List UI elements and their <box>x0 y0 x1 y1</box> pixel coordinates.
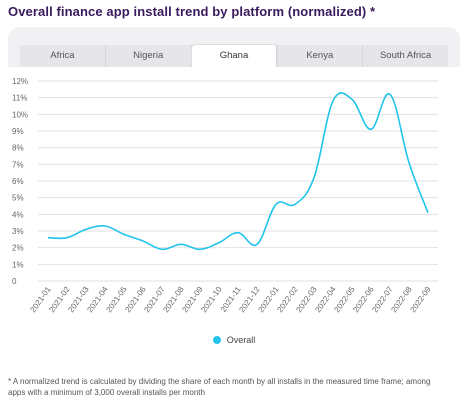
chart-legend: Overall <box>8 335 460 345</box>
y-tick-label: 5% <box>12 194 24 203</box>
page-title: Overall finance app install trend by pla… <box>8 4 376 19</box>
legend-label-overall[interactable]: Overall <box>226 335 256 345</box>
tab-ghana[interactable]: Ghana <box>191 45 278 67</box>
data-point <box>123 233 125 235</box>
data-point <box>161 248 163 250</box>
y-tick-label: 4% <box>12 210 24 219</box>
tab-nigeria[interactable]: Nigeria <box>106 45 192 67</box>
data-point <box>256 243 258 245</box>
y-tick-label: 11% <box>12 94 27 103</box>
data-point <box>294 203 296 205</box>
tab-south-africa[interactable]: South Africa <box>379 50 432 61</box>
data-point <box>142 240 144 242</box>
data-point <box>332 100 334 102</box>
footnote: * A normalized trend is calculated by di… <box>8 377 431 397</box>
chart-card: Africa Nigeria Ghana Kenya South Africa … <box>8 27 460 357</box>
tab-kenya[interactable]: Kenya <box>277 45 364 67</box>
y-tick-label: 2% <box>12 244 24 253</box>
data-point <box>66 236 68 238</box>
platform-tabs: Africa Nigeria Ghana Kenya South Africa <box>20 45 448 67</box>
y-tick-label: 6% <box>12 177 24 186</box>
data-point <box>389 93 391 95</box>
data-point <box>427 211 429 213</box>
data-point <box>180 243 182 245</box>
y-tick-label: 8% <box>12 144 24 153</box>
y-tick-label: 12% <box>12 77 28 86</box>
data-point <box>218 241 220 243</box>
data-point <box>104 225 106 227</box>
y-tick-label: 9% <box>12 127 24 136</box>
y-tick-label: 3% <box>12 227 24 236</box>
x-tick-label: 2022-09 <box>408 285 433 315</box>
data-point <box>408 161 410 163</box>
data-point <box>85 228 87 230</box>
tab-africa[interactable]: Africa <box>20 45 106 67</box>
data-point <box>275 203 277 205</box>
series-line-overall <box>47 92 429 251</box>
y-tick-label: 0 <box>12 277 17 286</box>
data-point <box>370 128 372 130</box>
y-tick-label: 10% <box>12 110 28 119</box>
y-tick-label: 7% <box>12 160 24 169</box>
data-point <box>47 236 49 238</box>
data-point <box>199 248 201 250</box>
line-chart: 01%2%3%4%5%6%7%8%9%10%11%12%2021-012021-… <box>12 77 438 315</box>
y-tick-label: 1% <box>12 260 24 269</box>
legend-marker-overall <box>212 336 221 344</box>
data-point <box>237 231 239 233</box>
chart-area: 0 1% 2% 3% 4% 5% 6% 7% 8% 9% 10% 11% 12% 2021-01 2021-… <box>8 67 460 357</box>
data-point <box>313 176 315 178</box>
data-point <box>351 98 353 100</box>
